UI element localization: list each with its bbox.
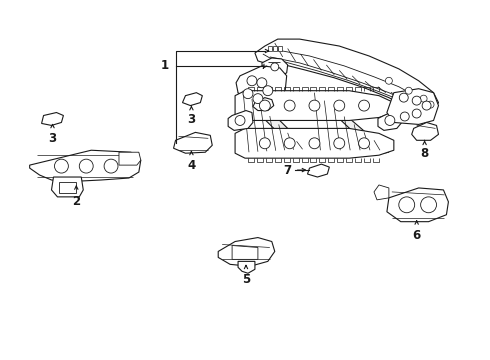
- Polygon shape: [308, 164, 329, 177]
- Polygon shape: [235, 129, 394, 158]
- Polygon shape: [387, 89, 439, 125]
- Polygon shape: [378, 111, 402, 130]
- Circle shape: [420, 197, 437, 213]
- Text: 8: 8: [420, 147, 429, 160]
- Circle shape: [284, 138, 295, 149]
- Polygon shape: [268, 46, 272, 51]
- Circle shape: [247, 76, 257, 86]
- Polygon shape: [255, 39, 439, 113]
- Circle shape: [284, 100, 295, 111]
- Polygon shape: [51, 177, 83, 197]
- Text: 7: 7: [284, 163, 292, 176]
- Text: 3: 3: [187, 113, 196, 126]
- Text: 1: 1: [160, 59, 169, 72]
- Circle shape: [399, 197, 415, 213]
- Polygon shape: [412, 122, 439, 140]
- Circle shape: [422, 101, 431, 110]
- Polygon shape: [30, 150, 141, 182]
- Polygon shape: [374, 185, 389, 200]
- Polygon shape: [273, 46, 277, 51]
- Circle shape: [259, 138, 270, 149]
- Polygon shape: [119, 152, 141, 165]
- Circle shape: [412, 96, 421, 105]
- Text: 5: 5: [242, 273, 250, 286]
- Circle shape: [54, 159, 69, 173]
- Circle shape: [235, 116, 245, 125]
- Polygon shape: [232, 246, 258, 260]
- Circle shape: [427, 101, 434, 108]
- Circle shape: [271, 63, 279, 71]
- Polygon shape: [238, 261, 255, 273]
- Polygon shape: [173, 132, 212, 153]
- Circle shape: [334, 138, 345, 149]
- Polygon shape: [228, 111, 253, 130]
- Circle shape: [412, 109, 421, 118]
- Circle shape: [259, 100, 270, 111]
- Polygon shape: [218, 238, 275, 266]
- Circle shape: [405, 87, 412, 94]
- Circle shape: [263, 86, 273, 96]
- Circle shape: [243, 89, 253, 99]
- Circle shape: [400, 112, 409, 121]
- Circle shape: [309, 138, 320, 149]
- Circle shape: [359, 138, 369, 149]
- Text: 4: 4: [187, 159, 196, 172]
- Circle shape: [79, 159, 93, 173]
- Polygon shape: [253, 98, 274, 111]
- Circle shape: [385, 116, 395, 125]
- Circle shape: [399, 93, 408, 102]
- Circle shape: [309, 100, 320, 111]
- Circle shape: [104, 159, 118, 173]
- Polygon shape: [59, 182, 76, 193]
- Polygon shape: [310, 91, 389, 154]
- Polygon shape: [182, 93, 202, 105]
- Polygon shape: [387, 188, 448, 222]
- Circle shape: [386, 77, 392, 84]
- Polygon shape: [262, 58, 288, 77]
- Polygon shape: [238, 89, 310, 154]
- Circle shape: [253, 94, 263, 104]
- Polygon shape: [278, 46, 282, 51]
- Text: 3: 3: [49, 132, 56, 145]
- Text: 2: 2: [72, 195, 80, 208]
- Polygon shape: [235, 91, 394, 121]
- Polygon shape: [42, 113, 63, 125]
- Circle shape: [257, 78, 267, 88]
- Polygon shape: [236, 66, 287, 105]
- Circle shape: [359, 100, 369, 111]
- Text: 6: 6: [413, 229, 421, 242]
- Circle shape: [420, 95, 427, 102]
- Circle shape: [334, 100, 345, 111]
